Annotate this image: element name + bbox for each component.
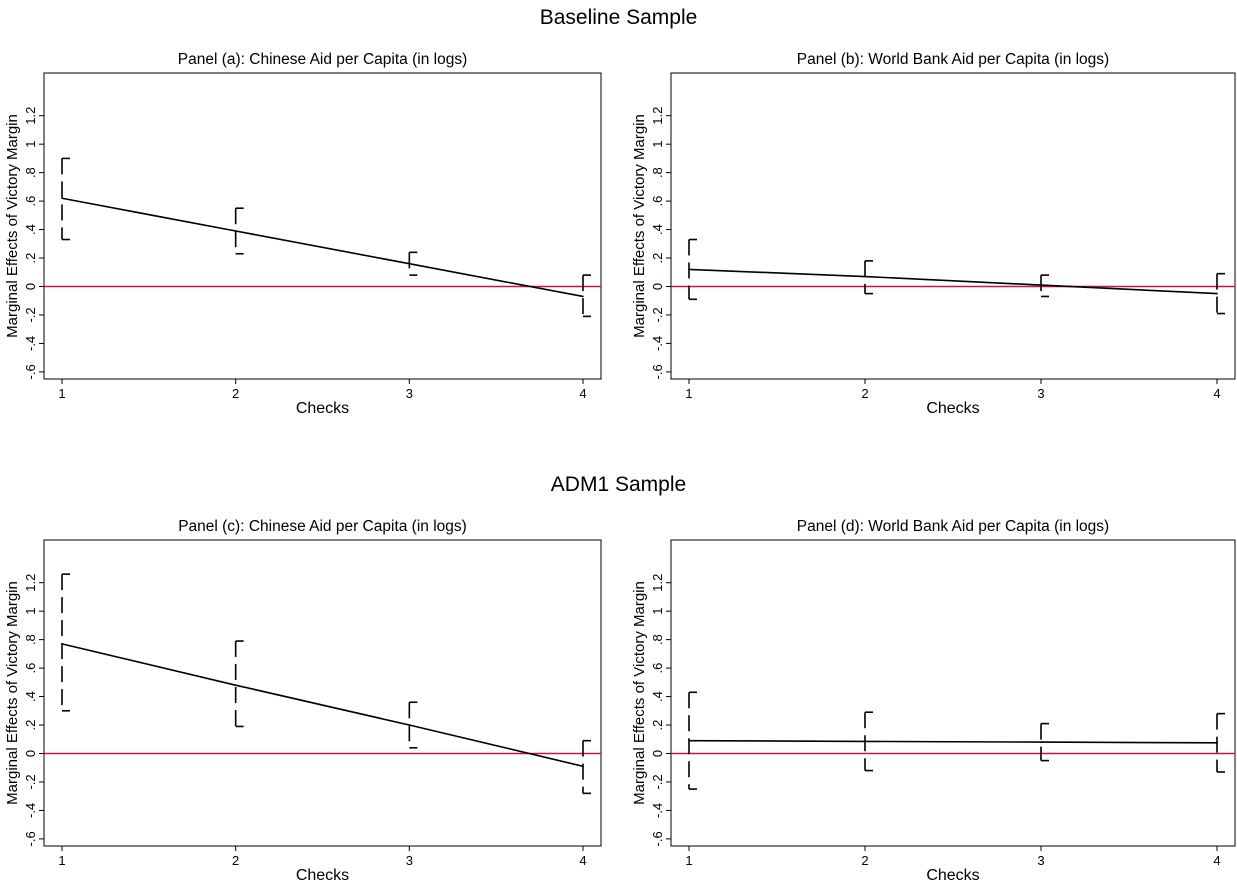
marginal-effect-line — [688, 268, 1218, 295]
marginal-effect-line — [61, 643, 584, 768]
y-tick-label: .2 — [23, 253, 38, 264]
y-tick-label: .8 — [23, 167, 38, 178]
y-tick-label: .8 — [23, 634, 38, 645]
y-tick-label: .2 — [650, 253, 665, 264]
x-tick-label: 3 — [1037, 853, 1044, 868]
data-point — [688, 739, 690, 742]
y-tick-label: 1.2 — [650, 107, 665, 125]
data-point — [408, 262, 411, 265]
y-tick-label: 1 — [23, 608, 38, 615]
plot-frame — [670, 539, 1236, 847]
chart-title: Panel (c): Chinese Aid per Capita (in lo… — [178, 518, 467, 535]
data-point — [1216, 292, 1218, 295]
x-tick-label: 1 — [685, 853, 692, 868]
marginal-effect-line — [688, 739, 1218, 744]
chart-panel-3: Panel (d): World Bank Aid per Capita (in… — [631, 518, 1236, 884]
y-tick-label: .6 — [650, 663, 665, 674]
y-axis-label: Marginal Effects of Victory Margin — [631, 581, 648, 805]
y-tick-label: -.2 — [650, 774, 665, 789]
data-point — [408, 724, 411, 726]
x-tick-label: 4 — [579, 853, 586, 868]
y-tick-label: .4 — [23, 224, 38, 235]
y-tick-label: 1.2 — [650, 574, 665, 592]
y-tick-label: .2 — [23, 720, 38, 731]
x-tick-label: 4 — [1213, 386, 1220, 401]
x-tick-label: 1 — [58, 386, 65, 401]
x-axis-label: Checks — [296, 400, 349, 417]
data-point — [61, 643, 63, 645]
y-tick-label: -.6 — [650, 364, 665, 379]
data-point — [61, 197, 63, 200]
data-point — [1216, 742, 1218, 744]
data-point — [688, 268, 690, 271]
x-axis-label: Checks — [296, 867, 349, 884]
x-tick-label: 2 — [861, 853, 868, 868]
x-tick-label: 4 — [579, 386, 586, 401]
y-tick-label: -.6 — [23, 831, 38, 846]
x-tick-label: 1 — [58, 853, 65, 868]
x-axis-label: Checks — [926, 400, 979, 417]
section-title-baseline: Baseline Sample — [539, 6, 698, 29]
y-axis-label: Marginal Effects of Victory Margin — [4, 581, 21, 805]
chart-panel-1: Panel (b): World Bank Aid per Capita (in… — [631, 51, 1236, 417]
data-point — [582, 295, 584, 298]
chart-panel-0: Panel (a): Chinese Aid per Capita (in lo… — [4, 51, 602, 417]
y-tick-label: -.4 — [650, 336, 665, 351]
y-tick-label: .6 — [650, 196, 665, 207]
plot-frame — [670, 72, 1236, 380]
chart-title: Panel (b): World Bank Aid per Capita (in… — [797, 51, 1109, 68]
y-tick-label: 1 — [650, 608, 665, 615]
section-title-adm1: ADM1 Sample — [550, 473, 687, 496]
y-tick-label: 1 — [23, 141, 38, 148]
x-tick-label: 2 — [232, 386, 239, 401]
x-tick-label: 3 — [1037, 386, 1044, 401]
y-tick-label: 1.2 — [23, 574, 38, 592]
y-tick-label: .8 — [650, 167, 665, 178]
plot-frame — [43, 539, 602, 847]
y-tick-label: .2 — [650, 720, 665, 731]
y-tick-label: .8 — [650, 634, 665, 645]
y-axis-label: Marginal Effects of Victory Margin — [631, 114, 648, 338]
chart-title: Panel (d): World Bank Aid per Capita (in… — [797, 518, 1109, 535]
data-point — [864, 275, 866, 278]
chart-panel-2: Panel (c): Chinese Aid per Capita (in lo… — [4, 518, 602, 884]
y-tick-label: 0 — [650, 750, 665, 757]
y-tick-label: 0 — [650, 283, 665, 290]
x-tick-label: 3 — [406, 386, 413, 401]
plot-frame — [43, 72, 602, 380]
data-point — [864, 740, 866, 743]
y-tick-label: .4 — [650, 224, 665, 235]
x-tick-label: 4 — [1213, 853, 1220, 868]
y-tick-label: -.2 — [23, 774, 38, 789]
y-tick-label: 0 — [23, 750, 38, 757]
y-tick-label: -.6 — [650, 831, 665, 846]
y-tick-label: .6 — [23, 196, 38, 207]
y-axis-label: Marginal Effects of Victory Margin — [4, 114, 21, 338]
x-tick-label: 1 — [685, 386, 692, 401]
data-point — [1040, 741, 1042, 743]
y-tick-label: -.6 — [23, 364, 38, 379]
x-tick-label: 2 — [232, 853, 239, 868]
y-tick-label: -.2 — [650, 307, 665, 322]
y-tick-label: -.2 — [23, 307, 38, 322]
y-tick-label: 0 — [23, 283, 38, 290]
y-tick-label: 1 — [650, 141, 665, 148]
y-tick-label: -.4 — [650, 803, 665, 818]
chart-title: Panel (a): Chinese Aid per Capita (in lo… — [178, 51, 467, 68]
y-tick-label: -.4 — [23, 803, 38, 818]
x-tick-label: 3 — [406, 853, 413, 868]
marginal-effect-line — [61, 197, 584, 298]
data-point — [234, 230, 237, 232]
x-tick-label: 2 — [861, 386, 868, 401]
y-tick-label: .4 — [650, 691, 665, 702]
data-point — [1040, 284, 1042, 286]
y-tick-label: -.4 — [23, 336, 38, 351]
x-axis-label: Checks — [926, 867, 979, 884]
data-point — [234, 684, 237, 686]
y-tick-label: .4 — [23, 691, 38, 702]
y-tick-label: 1.2 — [23, 107, 38, 125]
y-tick-label: .6 — [23, 663, 38, 674]
data-point — [582, 765, 584, 768]
